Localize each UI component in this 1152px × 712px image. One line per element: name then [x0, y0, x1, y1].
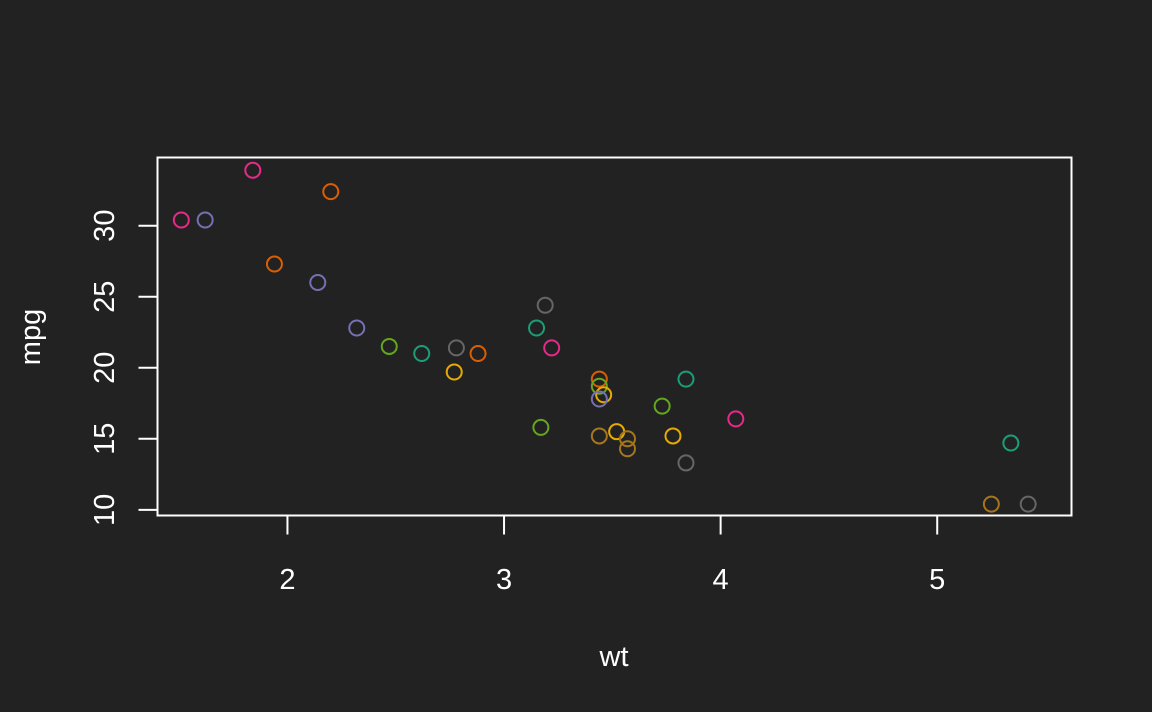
data-point: [528, 319, 546, 337]
x-axis: 2 3 4 5: [279, 514, 945, 596]
data-point: [413, 345, 431, 363]
data-point: [982, 495, 1000, 513]
data-points: [172, 161, 1037, 513]
y-tick-label: 25: [89, 281, 121, 313]
data-point: [664, 427, 682, 445]
y-axis: 10 15 20 25 30: [89, 210, 159, 526]
data-point: [618, 440, 636, 458]
data-point: [595, 386, 613, 404]
x-axis-title: wt: [599, 641, 629, 673]
x-tick-label: 5: [929, 564, 945, 596]
x-tick-label: 2: [279, 564, 295, 596]
data-point: [196, 211, 214, 229]
y-tick-label: 10: [89, 494, 121, 526]
data-point: [1002, 434, 1020, 452]
data-point: [590, 370, 608, 388]
data-point: [380, 337, 398, 355]
data-point: [265, 255, 283, 273]
data-point: [348, 319, 366, 337]
data-point: [677, 454, 695, 472]
data-point: [590, 390, 608, 408]
data-point: [532, 418, 550, 436]
data-point: [543, 339, 561, 357]
data-point: [447, 339, 465, 357]
x-tick-label: 3: [496, 564, 512, 596]
y-tick-label: 20: [89, 352, 121, 384]
x-tick-label: 4: [713, 564, 729, 596]
data-point: [322, 183, 340, 201]
y-axis-title: mpg: [15, 309, 47, 365]
data-point: [309, 274, 327, 292]
data-point: [677, 370, 695, 388]
data-point: [244, 161, 262, 179]
y-tick-label: 30: [89, 210, 121, 242]
data-point: [653, 397, 671, 415]
data-point: [727, 410, 745, 428]
data-point: [590, 377, 608, 395]
y-tick-label: 15: [89, 423, 121, 455]
data-point: [536, 296, 554, 314]
data-point: [618, 430, 636, 448]
data-point: [590, 427, 608, 445]
data-point: [445, 363, 463, 381]
data-point: [1019, 495, 1037, 513]
data-point: [469, 345, 487, 363]
data-point: [172, 211, 190, 229]
